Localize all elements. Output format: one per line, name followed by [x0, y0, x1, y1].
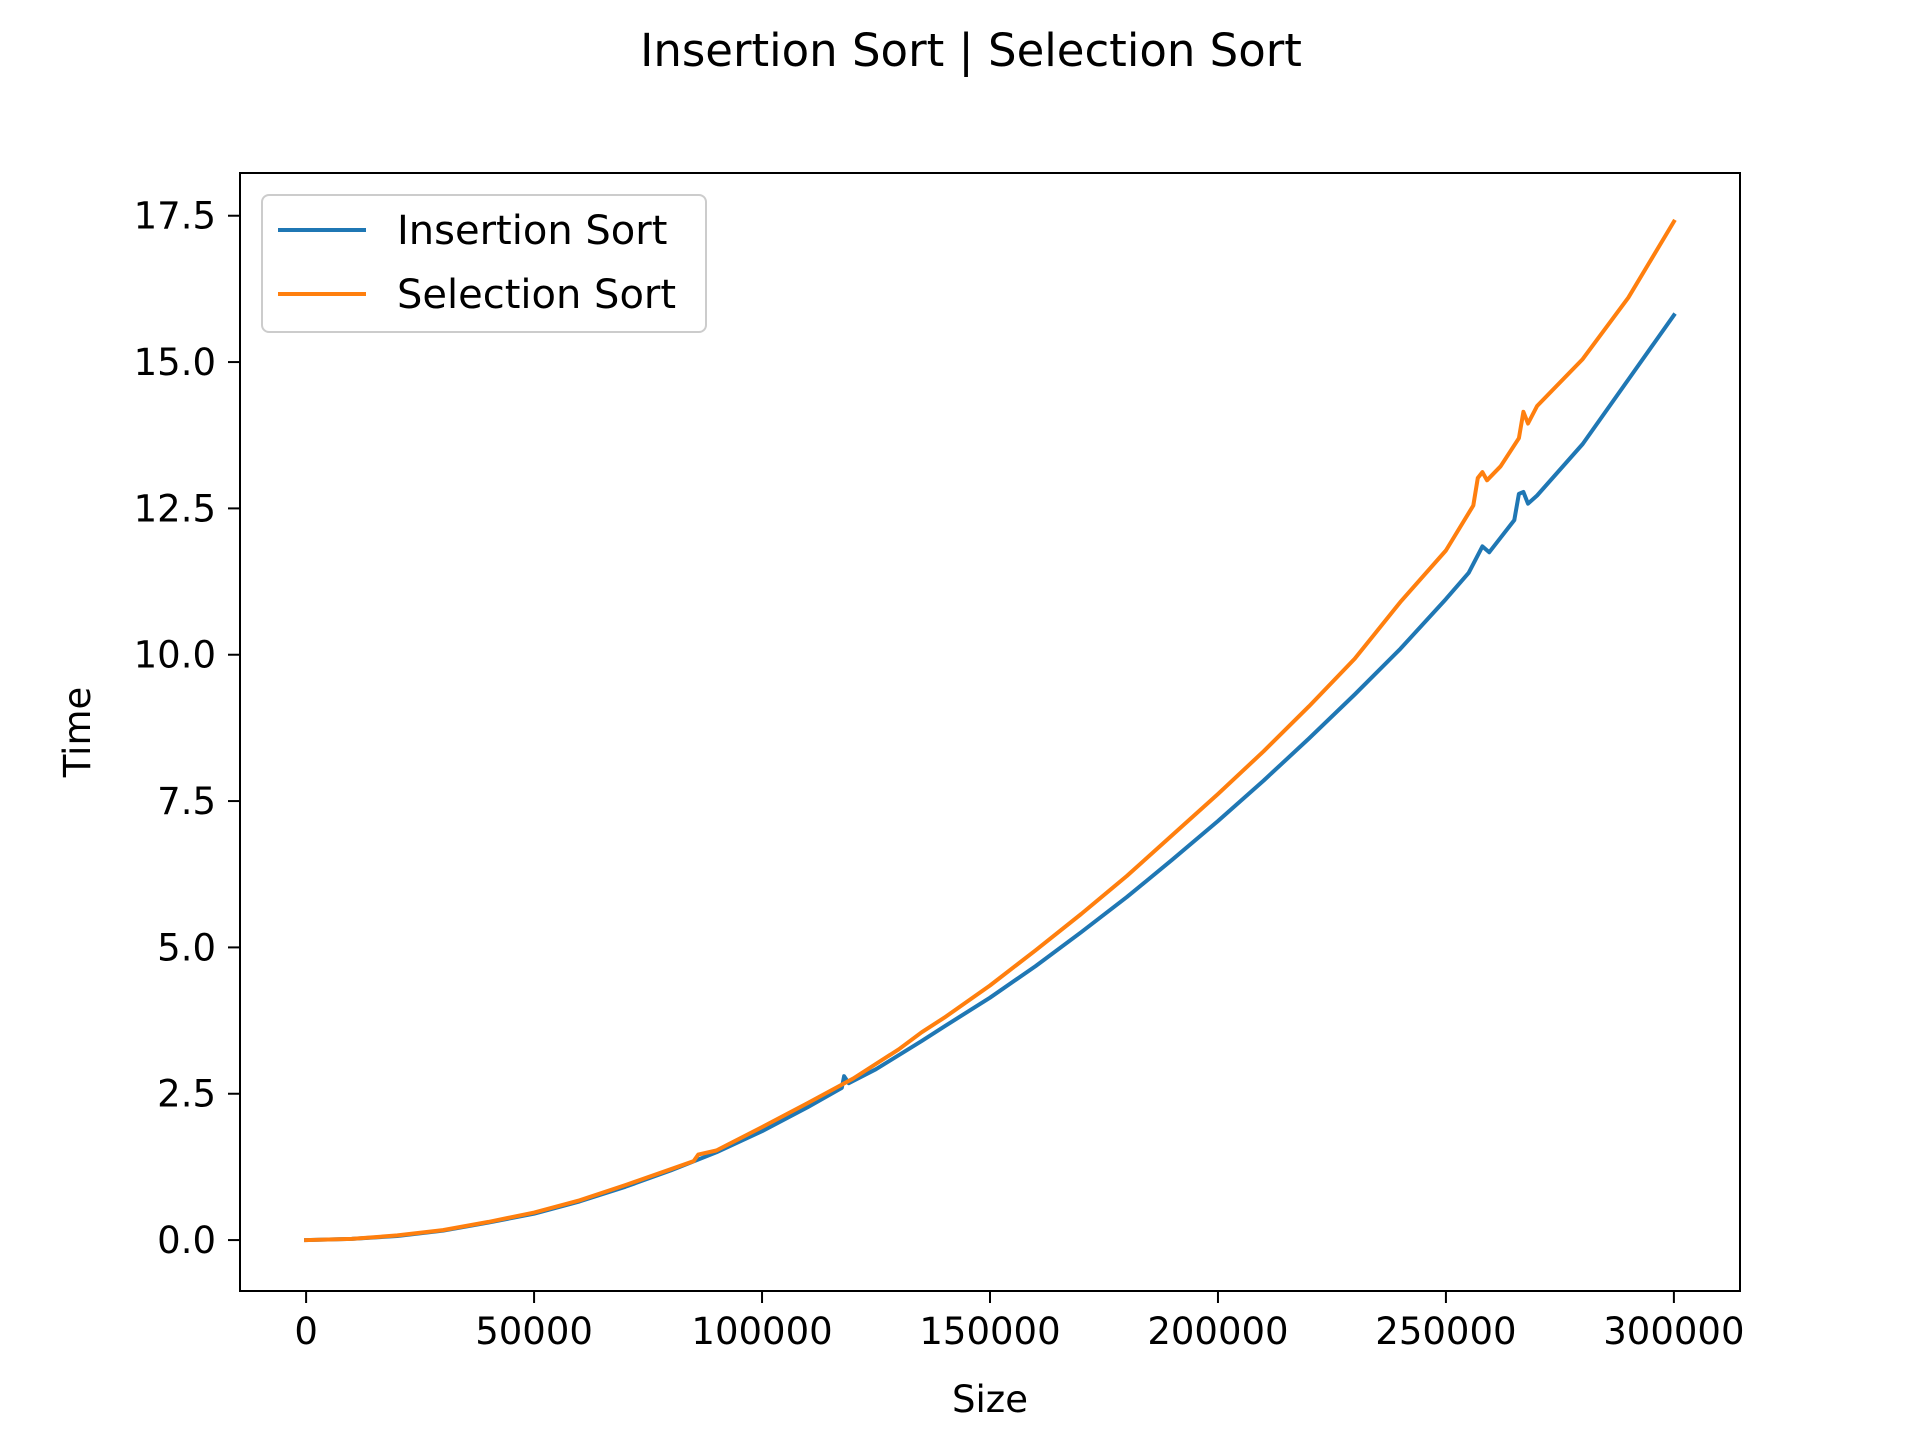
x-tick-label: 50000: [475, 1310, 593, 1353]
plot-area: [240, 173, 1740, 1291]
y-tick-label: 15.0: [134, 341, 216, 384]
y-tick-label: 17.5: [134, 195, 216, 238]
y-tick-label: 0.0: [157, 1219, 216, 1262]
y-tick-label: 7.5: [157, 780, 216, 823]
legend-box: [261, 194, 707, 333]
y-tick-label: 2.5: [157, 1073, 216, 1116]
x-tick-label: 100000: [691, 1310, 832, 1353]
legend-label-selection-sort: Selection Sort: [397, 272, 676, 318]
ticks-layer: 0 50000 100000 150000 200000 250000 300000 0.0 2…: [134, 195, 1745, 1353]
legend-label-insertion-sort: Insertion Sort: [397, 208, 667, 254]
x-tick-label: 200000: [1147, 1310, 1288, 1353]
plot-frame: [239, 172, 1741, 1292]
y-tick-label: 5.0: [157, 926, 216, 969]
y-axis-title: Time: [56, 687, 99, 779]
x-axis-title: Size: [952, 1378, 1028, 1421]
series-line-selection-sort: [304, 218, 1677, 1243]
series-layer: [304, 218, 1677, 1243]
y-tick-label: 12.5: [134, 487, 216, 530]
legend: Insertion Sort Selection Sort: [261, 194, 707, 333]
x-tick-label: 150000: [919, 1310, 1060, 1353]
x-tick-label: 250000: [1375, 1310, 1516, 1353]
y-tick-label: 10.0: [134, 634, 216, 677]
x-tick-label: 300000: [1603, 1310, 1744, 1353]
x-tick-label: 0: [294, 1310, 318, 1353]
chart-title: Insertion Sort | Selection Sort: [640, 24, 1302, 77]
